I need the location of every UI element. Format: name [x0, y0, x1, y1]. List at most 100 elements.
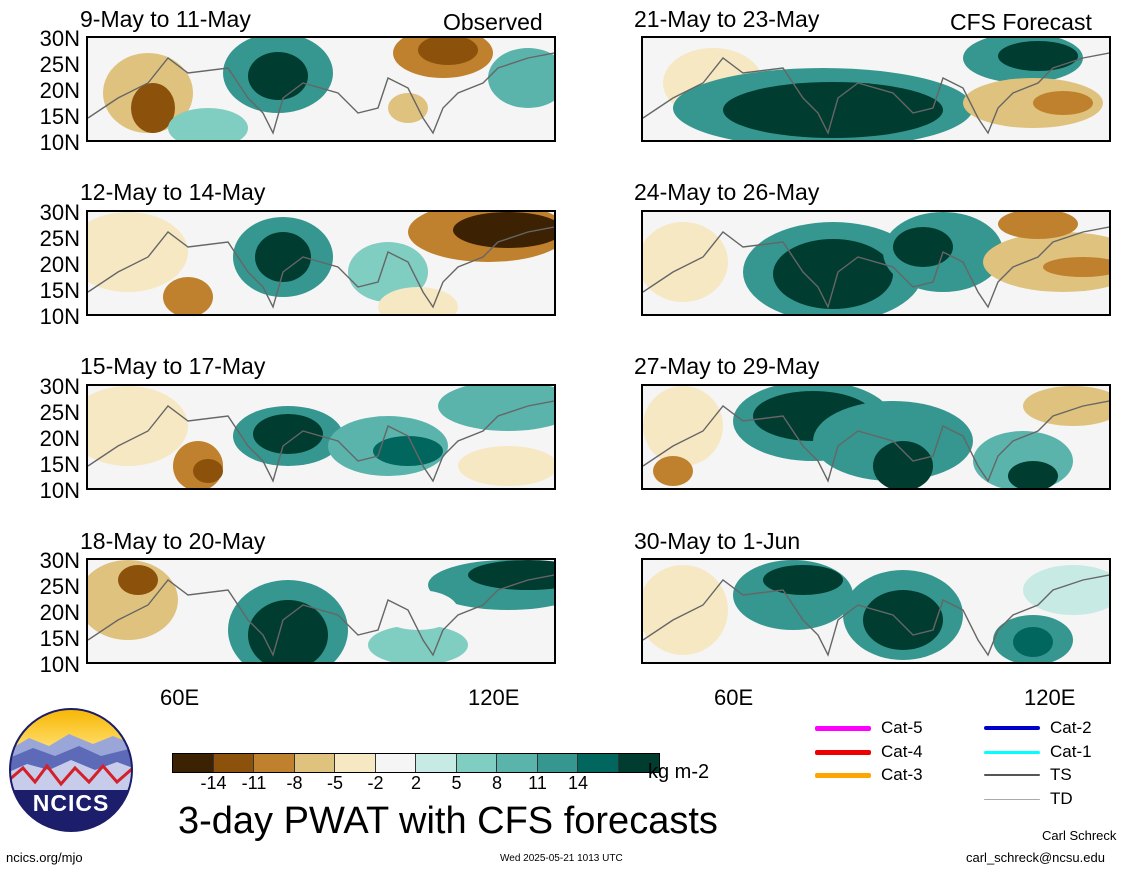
map-field: [643, 38, 1109, 140]
legend-line-cat1: [984, 750, 1040, 754]
colorbar-cell: [254, 754, 295, 772]
map-plot: [86, 210, 556, 316]
colorbar-tick: 8: [491, 773, 503, 793]
lon-label: 60E: [714, 685, 754, 710]
footer-author: Carl Schreck: [1042, 828, 1117, 843]
pwat-anomaly-area: [723, 82, 943, 138]
legend-line-td: [984, 798, 1040, 800]
lat-label: 15N: [39, 452, 80, 477]
coastline: [643, 226, 1109, 309]
pwat-anomaly-area: [773, 239, 893, 309]
legend-label: TD: [1050, 789, 1073, 808]
pwat-anomaly-area: [653, 456, 693, 486]
pwat-anomaly-area: [1013, 627, 1053, 657]
colorbar-tick: -11: [241, 773, 267, 793]
colorbar-tick: 14: [567, 773, 589, 793]
colorbar-cell: [294, 754, 335, 772]
pwat-anomaly-area: [373, 436, 443, 466]
legend-item-cat4: Cat-4: [815, 742, 923, 762]
legend-item-cat5: Cat-5: [815, 718, 923, 738]
legend-line-cat4: [815, 749, 871, 755]
legend-label: Cat-5: [881, 718, 923, 737]
lat-label: 10N: [39, 304, 80, 329]
lat-label: 20N: [39, 600, 80, 625]
pwat-anomaly-area: [1043, 257, 1109, 277]
colorbar-tick: -14: [200, 773, 227, 793]
map-plot: [86, 558, 556, 664]
pwat-anomaly-area: [1023, 386, 1109, 426]
colorbar-cell: [335, 754, 376, 772]
pwat-anomaly-area: [163, 277, 213, 314]
colorbar-cell: [213, 754, 254, 772]
colorbar-tick: 2: [410, 773, 422, 793]
footer-timestamp: Wed 2025-05-21 1013 UTC: [500, 853, 623, 864]
legend-label: TS: [1050, 765, 1072, 784]
pwat-anomaly-area: [1033, 91, 1093, 115]
map-plot: [641, 36, 1111, 142]
pwat-anomaly-area: [418, 38, 478, 65]
lat-label: 25N: [39, 574, 80, 599]
coastline: [643, 52, 1109, 135]
map-field: [88, 386, 554, 488]
coastline: [643, 400, 1109, 483]
colorbar-tick: -5: [326, 773, 344, 793]
pwat-anomaly-area: [193, 459, 223, 483]
lat-label: 30N: [39, 548, 80, 573]
map-plot: [86, 36, 556, 142]
colorbar-tick: -2: [367, 773, 384, 793]
colorbar-tick: -8: [286, 773, 303, 793]
legend-label: Cat-3: [881, 765, 923, 784]
colorbar-cell: [497, 754, 538, 772]
panel-tag-forecast: CFS Forecast: [950, 9, 1092, 35]
colorbar-cell: [456, 754, 497, 772]
colorbar-units: kg m-2: [648, 761, 710, 783]
coastline: [88, 226, 554, 309]
lon-label: 120E: [1024, 685, 1076, 710]
lat-label: 30N: [39, 26, 80, 51]
lat-label: 30N: [39, 374, 80, 399]
ncics-logo: NCICS: [9, 708, 133, 832]
colorbar-tick: 11: [528, 773, 547, 793]
colorbar-cell: [618, 754, 659, 772]
lat-label: 25N: [39, 400, 80, 425]
panel-title: 12-May to 14-May: [80, 179, 266, 205]
legend-line-cat2: [984, 726, 1040, 730]
lat-label: 20N: [39, 252, 80, 277]
pwat-anomaly-area: [348, 242, 428, 302]
lat-label: 10N: [39, 478, 80, 503]
map-plot: [641, 210, 1111, 316]
map-field: [88, 38, 554, 140]
footer-email[interactable]: carl_schreck@ncsu.edu: [966, 850, 1105, 865]
logo-graphic: [9, 708, 133, 832]
pwat-anomaly-area: [863, 590, 943, 650]
lat-label: 15N: [39, 104, 80, 129]
lat-label: 10N: [39, 130, 80, 155]
footer-url[interactable]: ncics.org/mjo: [6, 850, 83, 865]
panel-title: 30-May to 1-Jun: [634, 528, 801, 554]
pwat-anomaly-area: [253, 414, 323, 454]
pwat-anomaly-area: [893, 227, 953, 267]
pwat-anomaly-area: [998, 41, 1078, 71]
pwat-anomaly-area: [378, 590, 458, 630]
main-title: 3-day PWAT with CFS forecasts: [178, 800, 718, 842]
logo-text: NCICS: [32, 790, 110, 816]
pwat-anomaly-area: [88, 212, 188, 292]
pwat-anomaly-area: [458, 446, 554, 486]
panel-title: 24-May to 26-May: [634, 179, 820, 205]
legend-line-cat3: [815, 772, 871, 778]
pwat-anomaly-area: [255, 232, 311, 282]
pwat-anomaly-area: [643, 386, 723, 466]
coastline: [643, 574, 1109, 657]
lat-label: 10N: [39, 652, 80, 677]
map-plot: [641, 558, 1111, 664]
lon-label: 120E: [468, 685, 520, 710]
map-field: [643, 560, 1109, 662]
pwat-anomaly-area: [643, 222, 728, 302]
lon-label: 60E: [160, 685, 200, 710]
lat-label: 20N: [39, 78, 80, 103]
colorbar-cell: [416, 754, 457, 772]
panel-title: 21-May to 23-May: [634, 6, 820, 32]
pwat-anomaly-area: [1023, 565, 1109, 615]
map-field: [88, 560, 554, 662]
panel-title: 18-May to 20-May: [80, 528, 266, 554]
